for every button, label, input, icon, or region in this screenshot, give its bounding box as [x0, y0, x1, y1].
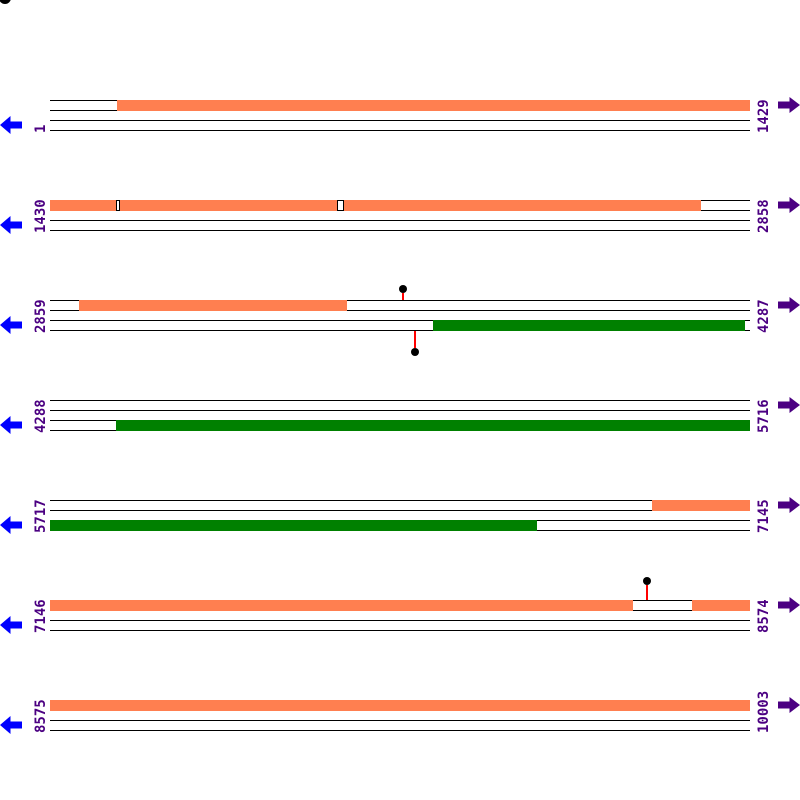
feature-bar-orange[interactable]	[117, 100, 750, 111]
row-start-label: 7146	[33, 599, 49, 633]
forward-strand-arrow-icon[interactable]	[778, 97, 800, 113]
strand-line	[50, 320, 750, 321]
forward-strand-arrow-icon[interactable]	[778, 497, 800, 513]
forward-strand-arrow-icon[interactable]	[778, 397, 800, 413]
strand-line	[50, 730, 750, 731]
feature-bar-green[interactable]	[50, 520, 538, 531]
row-end-label: 8574	[756, 599, 772, 633]
strand-line	[50, 400, 750, 401]
feature-bar-orange[interactable]	[692, 600, 750, 611]
row-start-label: 1430	[33, 199, 49, 233]
row-end-label: 2858	[756, 199, 772, 233]
reverse-strand-arrow-icon[interactable]	[0, 316, 22, 334]
row-end-label: 4287	[756, 299, 772, 333]
strand-line	[50, 230, 750, 231]
row-start-label: 4288	[33, 399, 49, 433]
row-start-label: 8575	[33, 699, 49, 733]
feature-gap	[337, 200, 345, 211]
feature-bar-green[interactable]	[433, 320, 746, 331]
forward-strand-arrow-icon[interactable]	[778, 297, 800, 313]
reverse-strand-arrow-icon[interactable]	[0, 416, 22, 434]
row-start-label: 5717	[33, 499, 49, 533]
marker-head[interactable]	[411, 348, 420, 356]
strand-line	[50, 630, 750, 631]
strand-line	[50, 130, 750, 131]
feature-bar-green[interactable]	[116, 420, 750, 431]
strand-line	[50, 330, 750, 331]
row-end-label: 7145	[756, 499, 772, 533]
row-start-label: 1	[33, 124, 49, 133]
forward-strand-arrow-icon[interactable]	[778, 197, 800, 213]
strand-line	[50, 300, 750, 301]
reverse-strand-arrow-icon[interactable]	[0, 716, 22, 734]
strand-line	[50, 310, 750, 311]
strand-line	[50, 500, 750, 501]
reverse-strand-arrow-icon[interactable]	[0, 616, 22, 634]
feature-gap	[116, 200, 121, 211]
feature-bar-orange[interactable]	[78, 300, 348, 311]
row-end-label: 10003	[756, 690, 772, 733]
clipped-dot-decoration	[0, 0, 11, 4]
strand-line	[50, 120, 750, 121]
marker-head[interactable]	[642, 577, 651, 585]
marker-head[interactable]	[399, 285, 408, 293]
strand-line	[50, 510, 750, 511]
row-end-label: 5716	[756, 399, 772, 433]
row-start-label: 2859	[33, 299, 49, 333]
marker-stem	[402, 293, 405, 300]
reverse-strand-arrow-icon[interactable]	[0, 516, 22, 534]
feature-bar-orange[interactable]	[50, 700, 750, 711]
feature-bar-orange[interactable]	[50, 200, 702, 211]
forward-strand-arrow-icon[interactable]	[778, 597, 800, 613]
marker-stem	[414, 331, 417, 348]
strand-line	[50, 220, 750, 221]
strand-line	[50, 620, 750, 621]
reverse-strand-arrow-icon[interactable]	[0, 116, 22, 134]
feature-bar-orange[interactable]	[652, 500, 750, 511]
strand-line	[50, 410, 750, 411]
strand-line	[50, 720, 750, 721]
marker-stem	[645, 585, 648, 600]
reverse-strand-arrow-icon[interactable]	[0, 216, 22, 234]
forward-strand-arrow-icon[interactable]	[778, 697, 800, 713]
row-end-label: 1429	[756, 99, 772, 133]
feature-bar-orange[interactable]	[50, 600, 634, 611]
